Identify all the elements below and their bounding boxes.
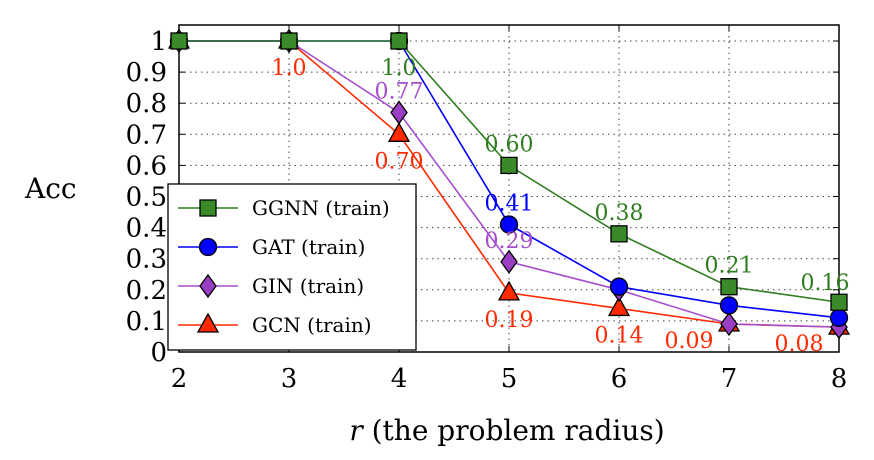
y-tick-label: 0.6 xyxy=(126,151,167,181)
data-point xyxy=(830,293,848,311)
x-axis-label: r (the problem radius) xyxy=(349,414,664,447)
data-label: 0.16 xyxy=(801,271,850,296)
y-tick-label: 0.9 xyxy=(126,58,167,88)
y-tick-label: 0.5 xyxy=(126,183,167,213)
data-point xyxy=(610,225,628,243)
y-tick-label: 0.4 xyxy=(126,214,167,244)
x-axis-label-text: (the problem radius) xyxy=(363,414,665,447)
legend-item: GGNN (train) xyxy=(178,196,390,220)
data-point xyxy=(829,308,849,327)
data-label: 0.21 xyxy=(705,254,754,279)
y-tick-label: 1 xyxy=(150,27,167,57)
x-tick-label: 2 xyxy=(171,364,188,394)
y-tick-label: 0.8 xyxy=(126,89,167,119)
data-label: 0.41 xyxy=(485,191,534,216)
data-point xyxy=(387,121,411,142)
data-point xyxy=(720,311,738,337)
y-tick-label: 0.2 xyxy=(126,276,167,306)
x-tick-label: 6 xyxy=(611,364,628,394)
data-point xyxy=(500,249,518,274)
data-point xyxy=(719,296,739,315)
x-axis-label-symbol: r xyxy=(349,414,364,447)
legend-marker xyxy=(199,273,217,299)
data-label: 0.08 xyxy=(775,332,824,357)
legend-label: GAT (train) xyxy=(252,235,365,259)
data-point xyxy=(280,32,298,50)
x-tick-label: 4 xyxy=(391,364,408,394)
y-axis-label: Acc xyxy=(24,172,77,205)
data-label: 0.70 xyxy=(375,149,424,174)
data-point xyxy=(390,32,408,50)
data-point xyxy=(720,278,738,296)
data-label: 0.38 xyxy=(595,201,644,226)
data-point xyxy=(609,277,629,296)
data-label: 0.29 xyxy=(485,229,534,254)
data-label: 0.19 xyxy=(485,308,534,333)
legend: GGNN (train) GAT (train) GIN (train) GCN (t… xyxy=(167,183,417,351)
legend-marker xyxy=(199,199,217,217)
legend-item: GAT (train) xyxy=(178,235,365,259)
data-label: 0.14 xyxy=(595,323,644,348)
y-tick-label: 0 xyxy=(150,338,167,368)
legend-item: GCN (train) xyxy=(178,312,372,337)
legend-marker xyxy=(198,237,218,257)
legend-marker xyxy=(196,312,220,333)
data-point xyxy=(500,156,518,175)
series-group xyxy=(167,28,851,340)
y-tick-label: 0.7 xyxy=(126,120,167,150)
x-tick-label: 7 xyxy=(721,364,738,394)
y-tick-label: 0.3 xyxy=(126,245,167,275)
data-point xyxy=(390,100,408,125)
legend-label: GGNN (train) xyxy=(252,196,390,220)
data-point xyxy=(497,280,521,301)
data-labels: 1.0 1.00.770.700.600.410.290.190.380.140.… xyxy=(272,56,850,357)
x-tick-label: 3 xyxy=(281,364,298,394)
data-label: 1.0 xyxy=(272,56,307,81)
legend-item: GIN (train) xyxy=(178,273,364,299)
data-label: 0.77 xyxy=(375,80,424,105)
series-square xyxy=(170,32,848,311)
legend-label: GIN (train) xyxy=(252,274,364,298)
legend-label: GCN (train) xyxy=(252,313,372,337)
x-tick-label: 5 xyxy=(501,364,518,394)
data-point xyxy=(499,215,519,234)
data-label: 1.0 xyxy=(382,56,417,81)
data-point xyxy=(607,296,631,317)
data-label: 0.60 xyxy=(485,132,534,157)
data-point xyxy=(170,32,188,50)
x-tick-label: 8 xyxy=(831,364,848,394)
y-tick-label: 0.1 xyxy=(126,307,167,337)
data-label: 0.09 xyxy=(665,329,714,354)
